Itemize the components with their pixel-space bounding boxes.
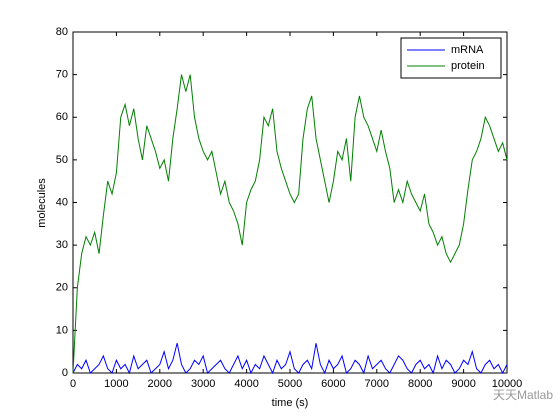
x-tick-label: 10000 xyxy=(492,378,523,390)
x-tick-label: 2000 xyxy=(148,378,172,390)
series-line xyxy=(72,74,508,374)
legend-label: mRNA xyxy=(451,44,484,56)
x-tick-label: 8000 xyxy=(408,378,432,390)
x-tick-label: 6000 xyxy=(321,378,345,390)
legend-box xyxy=(400,37,502,79)
y-tick-label: 60 xyxy=(56,111,68,123)
legend-label: protein xyxy=(451,60,485,72)
x-tick-label: 9000 xyxy=(451,378,475,390)
plot-area xyxy=(72,31,508,374)
x-tick-label: 5000 xyxy=(278,378,302,390)
series-line xyxy=(72,343,508,375)
y-axis-label: molecules xyxy=(36,178,48,228)
y-tick-label: 70 xyxy=(56,69,68,81)
x-tick-label: 4000 xyxy=(234,378,258,390)
y-tick-label: 50 xyxy=(56,154,68,166)
x-tick-label: 7000 xyxy=(365,378,389,390)
y-tick-label: 30 xyxy=(56,239,68,251)
y-tick-label: 40 xyxy=(56,196,68,208)
y-tick-label: 0 xyxy=(62,367,68,379)
y-tick-label: 10 xyxy=(56,324,68,336)
x-tick-label: 0 xyxy=(70,378,76,390)
y-tick-label: 80 xyxy=(56,26,68,38)
x-axis-label: time (s) xyxy=(272,397,309,409)
y-tick-label: 20 xyxy=(56,282,68,294)
watermark: 天天Matlab xyxy=(493,388,553,402)
x-tick-label: 3000 xyxy=(191,378,215,390)
x-tick-label: 1000 xyxy=(104,378,128,390)
